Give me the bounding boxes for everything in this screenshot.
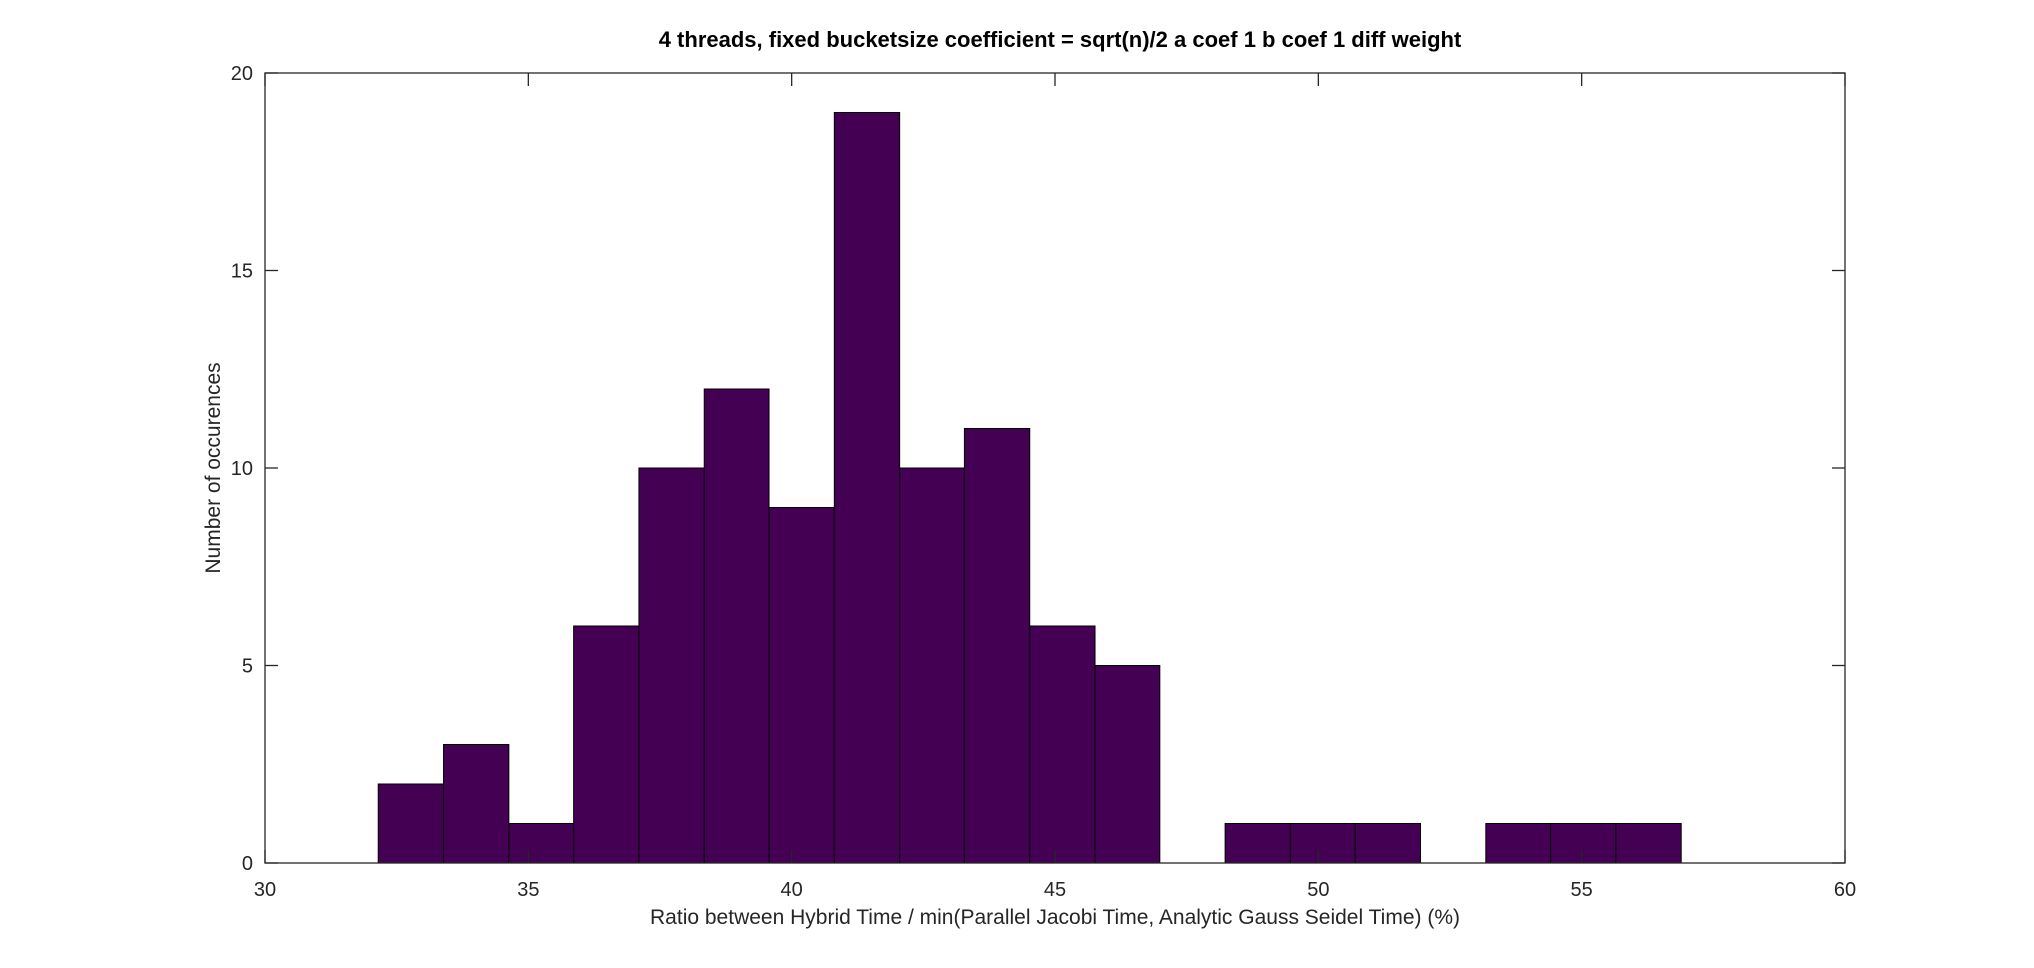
x-tick-label: 55 [1571, 879, 1593, 901]
histogram-bar [508, 823, 575, 864]
y-axis-label: Number of occurences [202, 362, 225, 573]
histogram-bar [703, 388, 770, 864]
plot-frame [264, 72, 1846, 864]
x-axis-label: Ratio between Hybrid Time / min(Parallel… [650, 906, 1460, 929]
histogram-bar [1550, 823, 1617, 864]
histogram-bar [899, 467, 965, 864]
histogram-bar [377, 783, 445, 864]
histogram-bar [1094, 665, 1161, 864]
x-tick-label: 50 [1307, 879, 1329, 901]
chart-title: 4 threads, fixed bucketsize coefficient … [659, 27, 1462, 52]
histogram-bar [1289, 823, 1356, 864]
histogram-bar [1224, 823, 1291, 864]
x-tick-label: 60 [1834, 879, 1856, 901]
histogram-bar [963, 428, 1031, 864]
bars-group [377, 112, 1682, 864]
x-tick-label: 40 [781, 879, 803, 901]
y-tick-label: 20 [231, 63, 253, 85]
y-tick-label: 15 [231, 261, 253, 283]
x-tick-label: 30 [254, 879, 276, 901]
y-tick-label: 0 [242, 853, 253, 875]
histogram-bar [443, 744, 510, 864]
histogram-bar [768, 507, 835, 864]
histogram-bar [1615, 823, 1682, 864]
histogram-bar [1029, 625, 1096, 864]
x-tick-label: 35 [517, 879, 539, 901]
histogram-bar [833, 112, 901, 864]
histogram-bar [1354, 823, 1422, 864]
histogram-bar [573, 625, 640, 864]
x-tick-label: 45 [1044, 879, 1066, 901]
histogram-bar [638, 467, 705, 864]
y-tick-label: 10 [231, 458, 253, 480]
y-tick-label: 5 [242, 656, 253, 678]
histogram-bar [1485, 823, 1552, 864]
